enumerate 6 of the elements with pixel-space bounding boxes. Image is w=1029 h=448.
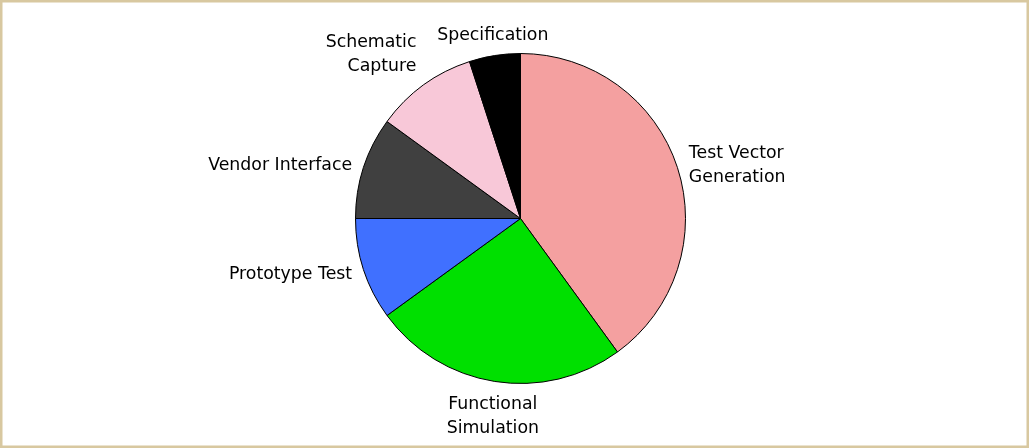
slice-label: Functional Simulation: [446, 393, 539, 438]
slice-label: Specification: [437, 23, 549, 44]
slice-label: Prototype Test: [228, 263, 353, 284]
slice-label: Vendor Interface: [208, 153, 353, 174]
slice-label: Test Vector Generation: [687, 141, 786, 186]
slice-label: Schematic Capture: [325, 31, 417, 76]
